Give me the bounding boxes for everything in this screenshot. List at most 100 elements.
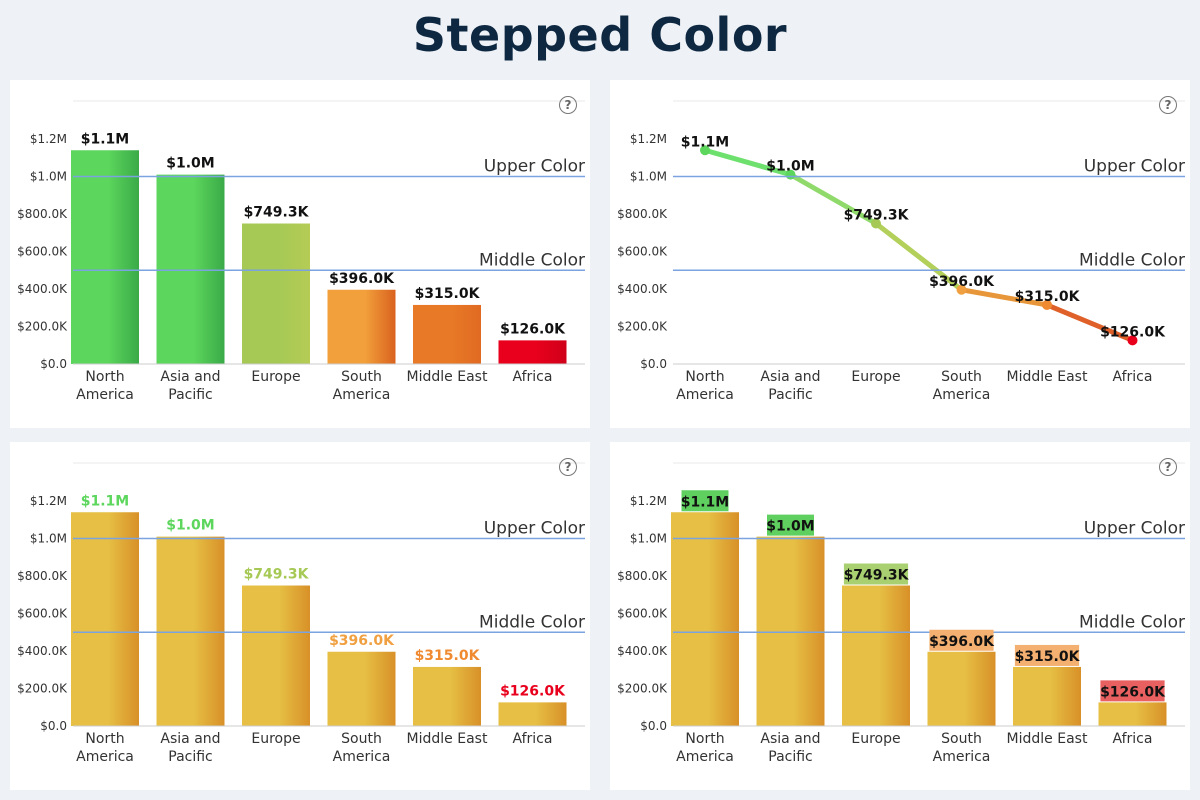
page-title: Stepped Color xyxy=(412,8,788,62)
line-point xyxy=(1042,299,1052,310)
x-category-label: Africa xyxy=(1113,369,1153,385)
chart-panel-line: $0.0 $200.0K $400.0K $600.0K $800.0K $1.0M $1.… xyxy=(610,80,1190,428)
y-tick-label: $600.0K xyxy=(617,607,668,621)
x-category-label: America xyxy=(76,387,134,403)
x-category-label: Europe xyxy=(251,369,300,385)
value-label-background xyxy=(1100,680,1165,702)
value-label: $315.0K xyxy=(415,648,481,664)
bar xyxy=(1013,666,1081,726)
y-tick-label: $600.0K xyxy=(617,245,668,259)
value-label: $126.0K xyxy=(1100,324,1166,340)
bar xyxy=(1098,702,1167,726)
chart-svg: $0.0 $200.0K $400.0K $600.0K $800.0K $1.0M $1.… xyxy=(617,462,1185,765)
y-tick-label: $0.0 xyxy=(640,719,667,733)
bar xyxy=(242,585,310,726)
value-label: $126.0K xyxy=(1100,684,1166,700)
x-category-label: America xyxy=(933,387,991,403)
value-label-background xyxy=(681,490,729,512)
help-circle-icon[interactable]: ? xyxy=(1159,96,1177,114)
y-tick-label: $600.0K xyxy=(17,607,68,621)
value-label: $749.3K xyxy=(844,208,910,224)
x-category-label: Pacific xyxy=(168,387,213,403)
threshold-label: Upper Color xyxy=(484,157,585,177)
value-label: $396.0K xyxy=(929,274,995,290)
line-point xyxy=(956,284,967,295)
threshold-label: Middle Color xyxy=(1079,250,1185,270)
y-tick-label: $200.0K xyxy=(17,320,68,334)
value-label: $1.1M xyxy=(81,131,129,147)
chart-panel-label-color: $0.0 $200.0K $400.0K $600.0K $800.0K $1.0M $1.… xyxy=(10,442,590,790)
x-category-label: Asia and xyxy=(760,369,820,385)
y-tick-label: $200.0K xyxy=(617,682,668,696)
y-tick-label: $600.0K xyxy=(17,245,68,259)
bar xyxy=(413,666,481,726)
y-tick-label: $400.0K xyxy=(17,282,68,296)
value-label: $315.0K xyxy=(1015,649,1081,665)
threshold-label: Upper Color xyxy=(1084,519,1185,539)
y-tick-label: $200.0K xyxy=(617,320,668,334)
bar xyxy=(71,150,139,364)
y-tick-label: $1.2M xyxy=(30,494,67,508)
x-category-label: Europe xyxy=(251,731,300,747)
x-category-label: America xyxy=(333,749,391,765)
value-label: $749.3K xyxy=(844,568,910,584)
help-circle-icon[interactable]: ? xyxy=(1159,458,1177,476)
y-tick-label: $1.0M xyxy=(30,532,67,546)
value-label: $315.0K xyxy=(415,286,481,302)
value-label-background xyxy=(843,563,909,585)
y-tick-label: $400.0K xyxy=(617,282,668,296)
x-category-label: Middle East xyxy=(1007,731,1088,747)
bar xyxy=(156,174,225,364)
x-category-label: America xyxy=(676,749,734,765)
x-category-label: America xyxy=(933,749,991,765)
bar xyxy=(498,702,567,726)
y-tick-label: $0.0 xyxy=(40,357,67,371)
value-label: $749.3K xyxy=(244,205,310,221)
bar xyxy=(242,223,310,364)
x-category-label: Pacific xyxy=(768,749,813,765)
y-tick-label: $1.0M xyxy=(630,170,667,184)
value-label-background xyxy=(1014,644,1080,666)
threshold-label: Middle Color xyxy=(479,612,585,632)
chart-panel-bar-fill: $0.0 $200.0K $400.0K $600.0K $800.0K $1.0M $1.… xyxy=(10,80,590,428)
bar xyxy=(71,512,139,726)
x-category-label: North xyxy=(85,369,124,385)
y-tick-label: $800.0K xyxy=(617,569,668,583)
x-category-label: Europe xyxy=(851,731,900,747)
y-tick-label: $400.0K xyxy=(617,644,668,658)
x-category-label: Middle East xyxy=(407,369,488,385)
value-label: $1.1M xyxy=(81,493,129,509)
help-circle-icon[interactable]: ? xyxy=(559,96,577,114)
threshold-label: Upper Color xyxy=(484,519,585,539)
y-tick-label: $400.0K xyxy=(17,644,68,658)
x-category-label: South xyxy=(941,369,982,385)
value-label-background xyxy=(929,629,994,651)
x-category-label: Middle East xyxy=(407,731,488,747)
help-circle-icon[interactable]: ? xyxy=(559,458,577,476)
value-label: $1.0M xyxy=(166,518,214,534)
chart-svg: $0.0 $200.0K $400.0K $600.0K $800.0K $1.0M $1.… xyxy=(17,462,585,765)
x-category-label: North xyxy=(85,731,124,747)
y-tick-label: $800.0K xyxy=(17,569,68,583)
y-tick-label: $1.2M xyxy=(30,132,67,146)
value-label: $749.3K xyxy=(244,567,310,583)
bar xyxy=(671,512,739,726)
x-category-label: South xyxy=(941,731,982,747)
value-label: $1.1M xyxy=(681,494,729,510)
y-tick-label: $1.2M xyxy=(630,132,667,146)
x-category-label: Pacific xyxy=(168,749,213,765)
threshold-label: Middle Color xyxy=(479,250,585,270)
y-tick-label: $800.0K xyxy=(617,207,668,221)
x-category-label: Europe xyxy=(851,369,900,385)
value-label: $1.1M xyxy=(681,134,729,150)
bar xyxy=(327,651,396,726)
bar xyxy=(156,536,225,726)
y-tick-label: $1.0M xyxy=(30,170,67,184)
line-segment xyxy=(873,221,964,293)
value-label-background xyxy=(767,514,814,536)
x-category-label: America xyxy=(76,749,134,765)
x-category-label: South xyxy=(341,369,382,385)
x-category-label: Middle East xyxy=(1007,369,1088,385)
x-category-label: Asia and xyxy=(160,731,220,747)
bar xyxy=(842,585,910,726)
